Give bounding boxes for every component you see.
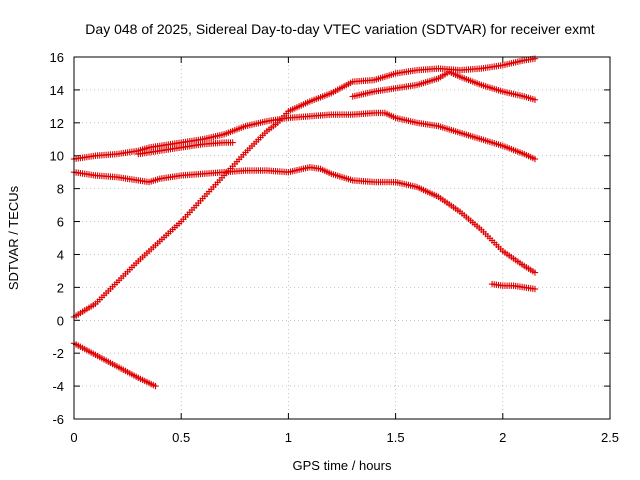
y-tick-label: 6 xyxy=(57,215,64,230)
x-tick-label: 1 xyxy=(285,430,292,445)
y-tick-label: -2 xyxy=(52,346,64,361)
y-tick-label: 4 xyxy=(57,247,64,262)
x-tick-label: 0.5 xyxy=(172,430,190,445)
series-late-low-segment xyxy=(488,280,539,293)
y-tick-label: 10 xyxy=(50,149,64,164)
y-tick-label: 16 xyxy=(50,50,64,65)
data-point xyxy=(531,96,539,103)
data-point xyxy=(531,285,539,293)
tick-layer: 0 0.5 1 1.5 2 2.5 -6 -4 -2 0 2 4 6 8 10 12 14 16 xyxy=(50,50,620,445)
y-tick-label: -4 xyxy=(52,379,64,394)
data-point xyxy=(229,139,236,146)
y-tick-label: 14 xyxy=(50,83,64,98)
x-tick-label: 2.5 xyxy=(601,430,619,445)
y-tick-label: 0 xyxy=(57,313,64,328)
series-upper-left-track xyxy=(70,109,539,163)
series-negative-segment xyxy=(70,340,159,390)
x-tick-label: 2 xyxy=(499,430,506,445)
x-tick-label: 1.5 xyxy=(387,430,405,445)
series-middle-track xyxy=(70,164,539,276)
y-tick-label: 12 xyxy=(50,116,64,131)
data-point xyxy=(531,155,539,163)
y-tick-label: -6 xyxy=(52,412,64,427)
y-axis-label: SDTVAR / TECUs xyxy=(6,185,21,290)
data-point xyxy=(531,269,539,276)
marker-layer xyxy=(70,55,539,390)
y-tick-label: 2 xyxy=(57,280,64,295)
series-parallel-segment xyxy=(135,139,236,158)
x-tick-label: 0 xyxy=(70,430,77,445)
series-rising-track xyxy=(70,55,539,321)
y-tick-label: 8 xyxy=(57,182,64,197)
series-late-high-track xyxy=(349,68,539,103)
chart-title: Day 048 of 2025, Sidereal Day-to-day VTE… xyxy=(85,21,594,37)
x-axis-label: GPS time / hours xyxy=(293,458,392,473)
data-point xyxy=(152,382,159,390)
grid-layer xyxy=(74,57,610,419)
plot-frame xyxy=(73,56,611,420)
